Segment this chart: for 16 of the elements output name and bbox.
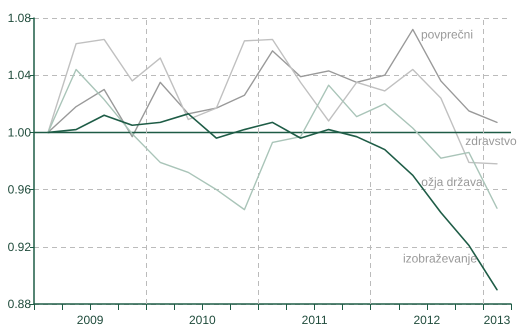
x-tick-label: 2012 — [413, 313, 440, 327]
y-tick-label: 1.00 — [8, 125, 32, 140]
x-tick-label: 2009 — [76, 313, 104, 327]
y-tick-label: 1.08 — [8, 11, 32, 25]
y-tick-label: 0.92 — [8, 240, 32, 254]
x-tick-label: 2013 — [484, 313, 511, 327]
y-tick-label: 0.88 — [8, 297, 32, 311]
series-label: zdravstvo — [465, 134, 517, 148]
y-tick-label: 0.96 — [8, 182, 32, 197]
line-series — [47, 28, 498, 138]
y-tick-label: 1.04 — [8, 68, 32, 82]
series-label: ožja država — [421, 175, 483, 190]
x-tick-label: 2010 — [189, 313, 216, 327]
x-tick-label: 2011 — [302, 313, 328, 327]
series-label: povprečni — [420, 27, 473, 42]
series-label: izobraževanje — [402, 252, 478, 266]
